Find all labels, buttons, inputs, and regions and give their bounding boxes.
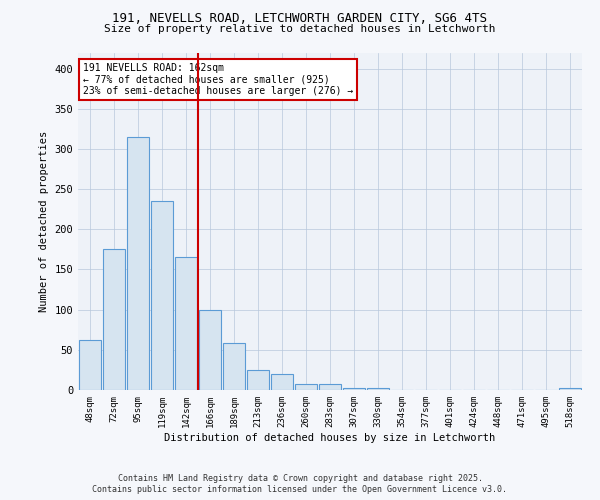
Bar: [79, 340, 101, 390]
Bar: [367, 388, 389, 390]
Text: 191, NEVELLS ROAD, LETCHWORTH GARDEN CITY, SG6 4TS: 191, NEVELLS ROAD, LETCHWORTH GARDEN CIT…: [113, 12, 487, 26]
Bar: [247, 370, 269, 390]
Bar: [319, 384, 341, 390]
X-axis label: Distribution of detached houses by size in Letchworth: Distribution of detached houses by size …: [164, 432, 496, 442]
Bar: [223, 344, 245, 390]
Bar: [199, 310, 221, 390]
Bar: [295, 384, 317, 390]
Bar: [559, 388, 581, 390]
Bar: [103, 250, 125, 390]
Text: Contains HM Land Registry data © Crown copyright and database right 2025.
Contai: Contains HM Land Registry data © Crown c…: [92, 474, 508, 494]
Text: Size of property relative to detached houses in Letchworth: Size of property relative to detached ho…: [104, 24, 496, 34]
Bar: [127, 137, 149, 390]
Bar: [175, 258, 197, 390]
Bar: [151, 201, 173, 390]
Bar: [343, 388, 365, 390]
Y-axis label: Number of detached properties: Number of detached properties: [39, 130, 49, 312]
Text: 191 NEVELLS ROAD: 162sqm
← 77% of detached houses are smaller (925)
23% of semi-: 191 NEVELLS ROAD: 162sqm ← 77% of detach…: [83, 62, 353, 96]
Bar: [271, 374, 293, 390]
